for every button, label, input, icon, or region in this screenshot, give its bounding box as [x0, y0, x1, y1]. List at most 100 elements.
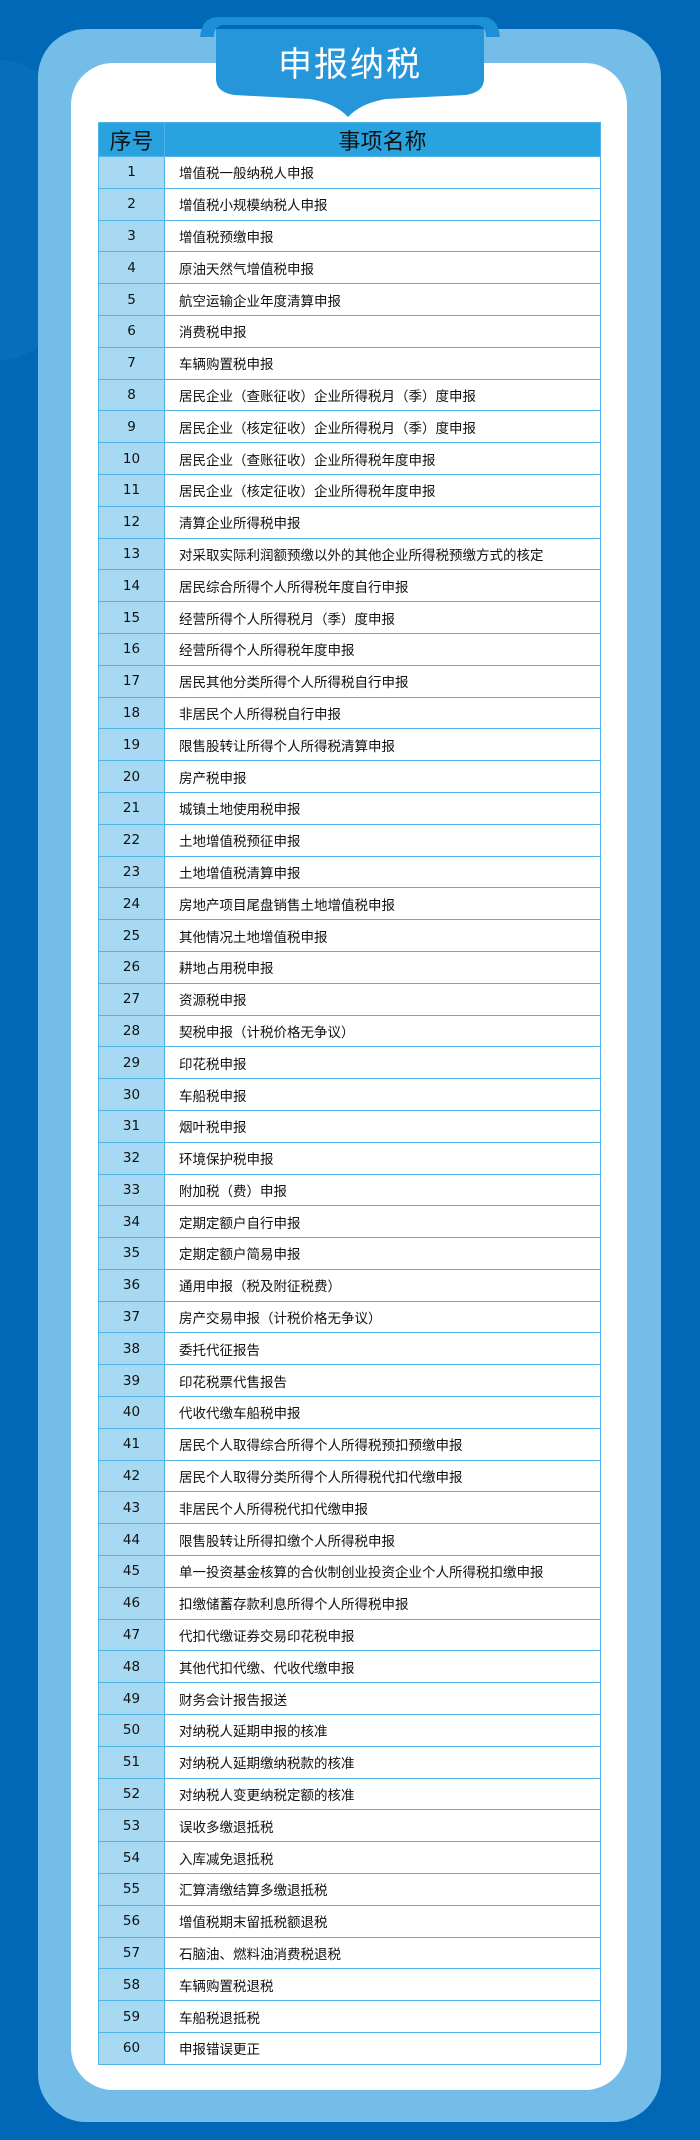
- row-index: 27: [98, 982, 165, 1016]
- row-index: 12: [98, 505, 165, 539]
- row-item-name: 居民企业（查账征收）企业所得税月（季）度申报: [164, 378, 601, 412]
- row-item-name: 委托代征报告: [164, 1332, 601, 1366]
- table-row: 60 申报错误更正: [98, 2032, 601, 2065]
- row-index: 37: [98, 1300, 165, 1334]
- row-item-name: 非居民个人所得税代扣代缴申报: [164, 1491, 601, 1525]
- table-row: 54 入库减免退抵税: [98, 1841, 601, 1875]
- row-item-name: 居民个人取得分类所得个人所得税代扣代缴申报: [164, 1459, 601, 1493]
- table-row: 39 印花税票代售报告: [98, 1364, 601, 1398]
- row-index: 49: [98, 1682, 165, 1716]
- row-index: 46: [98, 1586, 165, 1620]
- row-index: 31: [98, 1109, 165, 1143]
- row-item-name: 增值税小规模纳税人申报: [164, 187, 601, 221]
- row-index: 48: [98, 1650, 165, 1684]
- row-index: 23: [98, 855, 165, 889]
- table-row: 59 车船税退抵税: [98, 2000, 601, 2034]
- row-index: 35: [98, 1237, 165, 1270]
- row-index: 59: [98, 2000, 165, 2034]
- row-item-name: 申报错误更正: [164, 2032, 601, 2065]
- row-item-name: 汇算清缴结算多缴退抵税: [164, 1873, 601, 1906]
- table-row: 18 非居民个人所得税自行申报: [98, 696, 601, 730]
- table-row: 42 居民个人取得分类所得个人所得税代扣代缴申报: [98, 1459, 601, 1493]
- row-index: 21: [98, 791, 165, 825]
- row-item-name: 石脑油、燃料油消费税退税: [164, 1936, 601, 1970]
- row-item-name: 单一投资基金核算的合伙制创业投资企业个人所得税扣缴申报: [164, 1555, 601, 1588]
- row-index: 39: [98, 1364, 165, 1398]
- table-row: 12 清算企业所得税申报: [98, 505, 601, 539]
- row-item-name: 资源税申报: [164, 982, 601, 1016]
- table-row: 4 原油天然气增值税申报: [98, 251, 601, 285]
- table-row: 32 环境保护税申报: [98, 1141, 601, 1175]
- row-index: 34: [98, 1205, 165, 1239]
- header-index: 序号: [98, 122, 165, 157]
- row-index: 41: [98, 1427, 165, 1461]
- page-title: 申报纳税: [278, 45, 422, 85]
- table-row: 36 通用申报（税及附征税费）: [98, 1268, 601, 1302]
- table-row: 1 增值税一般纳税人申报: [98, 156, 601, 189]
- table-row: 5 航空运输企业年度清算申报: [98, 283, 601, 316]
- row-item-name: 对纳税人变更纳税定额的核准: [164, 1777, 601, 1811]
- table-row: 57 石脑油、燃料油消费税退税: [98, 1936, 601, 1970]
- table-row: 22 土地增值税预征申报: [98, 823, 601, 857]
- table-row: 20 房产税申报: [98, 760, 601, 793]
- row-item-name: 代扣代缴证券交易印花税申报: [164, 1618, 601, 1652]
- row-index: 14: [98, 569, 165, 603]
- table-row: 46 扣缴储蓄存款利息所得个人所得税申报: [98, 1586, 601, 1620]
- table-row: 25 其他情况土地增值税申报: [98, 919, 601, 952]
- row-item-name: 非居民个人所得税自行申报: [164, 696, 601, 730]
- row-item-name: 清算企业所得税申报: [164, 505, 601, 539]
- row-item-name: 印花税申报: [164, 1046, 601, 1080]
- row-item-name: 原油天然气增值税申报: [164, 251, 601, 285]
- row-item-name: 车船税退抵税: [164, 2000, 601, 2034]
- row-item-name: 契税申报（计税价格无争议）: [164, 1014, 601, 1048]
- table-row: 17 居民其他分类所得个人所得税自行申报: [98, 664, 601, 698]
- row-index: 13: [98, 537, 165, 571]
- row-index: 38: [98, 1332, 165, 1366]
- row-item-name: 经营所得个人所得税月（季）度申报: [164, 601, 601, 634]
- table-row: 50 对纳税人延期申报的核准: [98, 1714, 601, 1747]
- header-item-name: 事项名称: [164, 122, 601, 157]
- row-index: 25: [98, 919, 165, 952]
- row-item-name: 环境保护税申报: [164, 1141, 601, 1175]
- table-row: 21 城镇土地使用税申报: [98, 791, 601, 825]
- row-index: 44: [98, 1523, 165, 1557]
- row-index: 15: [98, 601, 165, 634]
- row-index: 60: [98, 2032, 165, 2065]
- row-index: 9: [98, 410, 165, 444]
- row-item-name: 限售股转让所得扣缴个人所得税申报: [164, 1523, 601, 1557]
- row-index: 18: [98, 696, 165, 730]
- row-index: 33: [98, 1173, 165, 1207]
- row-index: 26: [98, 950, 165, 984]
- table-row: 28 契税申报（计税价格无争议）: [98, 1014, 601, 1048]
- row-item-name: 增值税预缴申报: [164, 219, 601, 253]
- table-row: 51 对纳税人延期缴纳税款的核准: [98, 1745, 601, 1779]
- table-row: 52 对纳税人变更纳税定额的核准: [98, 1777, 601, 1811]
- table-row: 37 房产交易申报（计税价格无争议）: [98, 1300, 601, 1334]
- table-row: 19 限售股转让所得个人所得税清算申报: [98, 728, 601, 762]
- row-index: 28: [98, 1014, 165, 1048]
- table-row: 40 代收代缴车船税申报: [98, 1396, 601, 1429]
- row-index: 43: [98, 1491, 165, 1525]
- row-item-name: 误收多缴退抵税: [164, 1809, 601, 1843]
- row-index: 7: [98, 346, 165, 380]
- row-index: 47: [98, 1618, 165, 1652]
- table-row: 49 财务会计报告报送: [98, 1682, 601, 1716]
- row-index: 52: [98, 1777, 165, 1811]
- row-index: 36: [98, 1268, 165, 1302]
- row-item-name: 居民企业（查账征收）企业所得税年度申报: [164, 442, 601, 475]
- table-row: 35 定期定额户简易申报: [98, 1237, 601, 1270]
- table-row: 24 房地产项目尾盘销售土地增值税申报: [98, 887, 601, 921]
- row-index: 5: [98, 283, 165, 316]
- table-row: 14 居民综合所得个人所得税年度自行申报: [98, 569, 601, 603]
- row-item-name: 其他情况土地增值税申报: [164, 919, 601, 952]
- row-index: 19: [98, 728, 165, 762]
- row-index: 16: [98, 632, 165, 666]
- table-row: 2 增值税小规模纳税人申报: [98, 187, 601, 221]
- table-row: 30 车船税申报: [98, 1078, 601, 1111]
- table-row: 26 耕地占用税申报: [98, 950, 601, 984]
- table-row: 6 消费税申报: [98, 314, 601, 348]
- table-header-row: 序号 事项名称: [98, 122, 601, 157]
- row-item-name: 增值税一般纳税人申报: [164, 156, 601, 189]
- row-item-name: 限售股转让所得个人所得税清算申报: [164, 728, 601, 762]
- row-index: 4: [98, 251, 165, 285]
